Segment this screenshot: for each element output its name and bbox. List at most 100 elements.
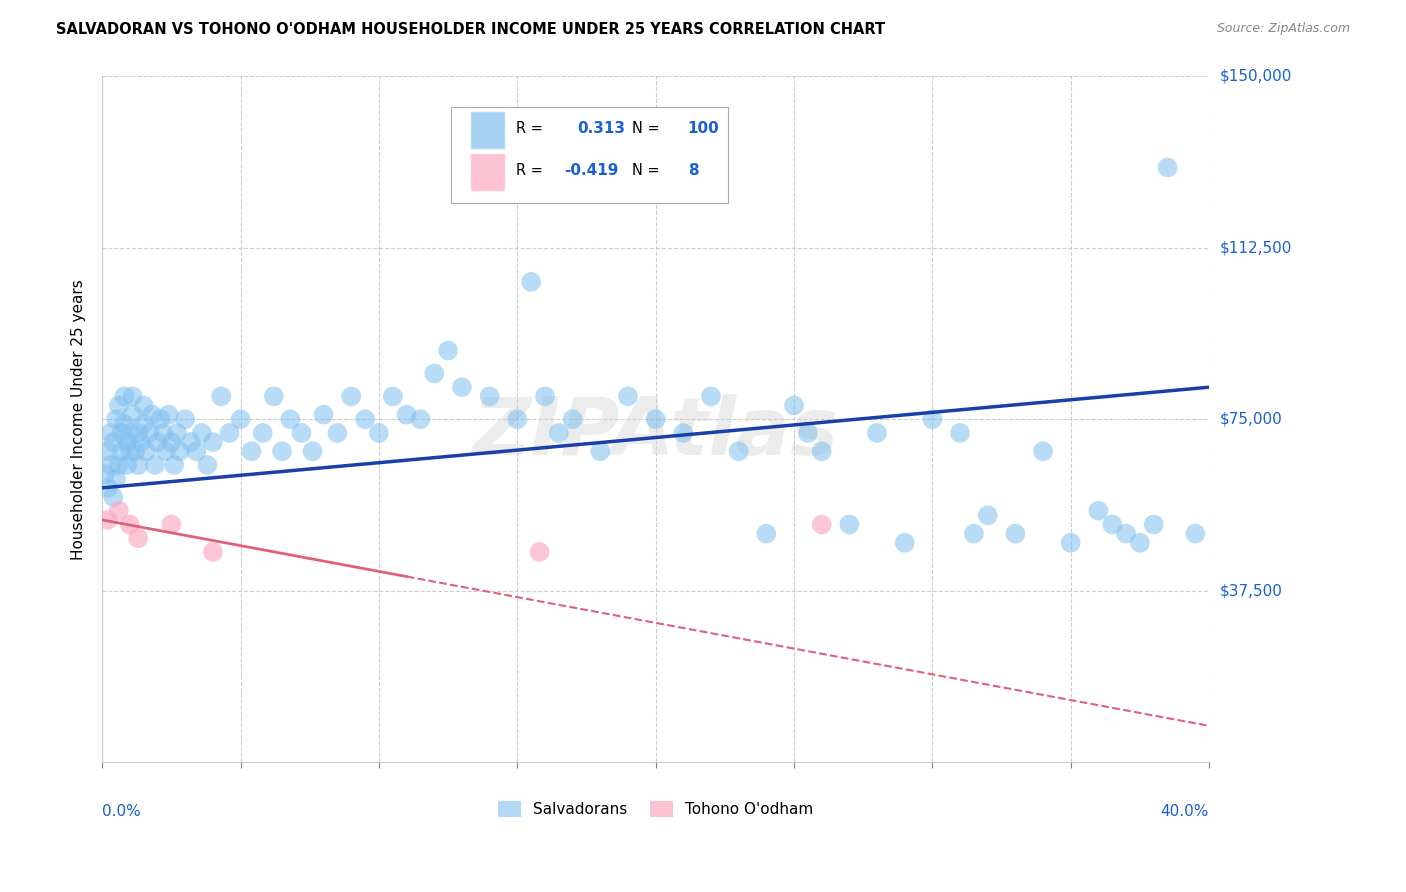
Point (1143, 517, 1166, 532)
Point (1156, 161, 1178, 175)
Point (755, 526, 778, 541)
Point (97, 444, 120, 458)
Point (340, 389, 363, 403)
Point (229, 412, 252, 426)
Point (105, 472, 128, 486)
Point (1060, 536, 1083, 550)
Point (326, 425, 349, 440)
Point (103, 490, 125, 504)
Point (94, 467, 117, 482)
Point (115, 435, 138, 450)
Point (201, 435, 224, 450)
Point (143, 458, 166, 472)
Point (103, 435, 125, 450)
Point (186, 444, 208, 458)
Point (866, 425, 889, 440)
Point (166, 425, 188, 440)
Point (163, 458, 186, 472)
Point (838, 517, 860, 532)
Point (97, 513, 120, 527)
Point (810, 517, 832, 532)
Point (160, 435, 183, 450)
Point (149, 412, 172, 426)
Point (169, 444, 191, 458)
Point (617, 389, 640, 403)
Point (218, 425, 240, 440)
Text: $150,000: $150,000 (1220, 69, 1292, 84)
Text: 40.0%: 40.0% (1161, 804, 1209, 819)
Text: $37,500: $37,500 (1220, 583, 1284, 599)
Point (1004, 526, 1026, 541)
Point (810, 444, 832, 458)
Text: N =: N = (633, 121, 665, 136)
Legend: Salvadorans, Tohono O'odham: Salvadorans, Tohono O'odham (492, 796, 820, 823)
Point (977, 508, 1000, 523)
Point (127, 458, 149, 472)
Point (797, 425, 820, 440)
FancyBboxPatch shape (470, 112, 505, 149)
Point (191, 425, 214, 440)
Point (138, 425, 160, 440)
Point (1032, 444, 1054, 458)
Point (290, 425, 312, 440)
Point (547, 425, 569, 440)
Text: R =: R = (516, 163, 548, 178)
Point (534, 389, 557, 403)
Point (1184, 526, 1206, 541)
Point (209, 389, 232, 403)
Point (240, 444, 263, 458)
Text: N =: N = (633, 163, 665, 178)
Point (121, 389, 143, 403)
Text: 0.0%: 0.0% (103, 804, 141, 819)
Point (124, 444, 146, 458)
Point (263, 389, 285, 403)
Point (921, 412, 943, 426)
Point (949, 425, 972, 440)
Point (118, 444, 141, 458)
Text: 100: 100 (688, 121, 720, 136)
Point (381, 389, 404, 403)
FancyBboxPatch shape (451, 107, 727, 203)
Point (423, 367, 446, 381)
Point (108, 504, 131, 518)
Point (271, 444, 294, 458)
Point (395, 408, 418, 422)
Point (368, 425, 391, 440)
Point (127, 425, 149, 440)
Point (112, 389, 135, 403)
Point (561, 412, 583, 426)
FancyBboxPatch shape (470, 153, 505, 191)
Point (783, 399, 806, 413)
Point (1129, 536, 1152, 550)
Y-axis label: Householder Income Under 25 years: Householder Income Under 25 years (72, 279, 86, 559)
Point (700, 389, 723, 403)
Text: SALVADORAN VS TOHONO O'ODHAM HOUSEHOLDER INCOME UNDER 25 YEARS CORRELATION CHART: SALVADORAN VS TOHONO O'ODHAM HOUSEHOLDER… (56, 22, 886, 37)
Point (118, 517, 141, 532)
Point (97, 481, 120, 495)
Point (108, 399, 131, 413)
Point (963, 526, 986, 541)
Text: Source: ZipAtlas.com: Source: ZipAtlas.com (1216, 22, 1350, 36)
Point (155, 444, 177, 458)
Point (105, 412, 128, 426)
Text: $112,500: $112,500 (1220, 240, 1292, 255)
Point (201, 545, 224, 559)
Point (1101, 517, 1123, 532)
Point (520, 275, 543, 289)
Point (180, 435, 202, 450)
Point (312, 408, 335, 422)
Text: 8: 8 (688, 163, 699, 178)
Point (506, 412, 529, 426)
Point (301, 444, 323, 458)
Point (437, 343, 460, 358)
Point (157, 408, 180, 422)
Point (127, 531, 149, 545)
Point (1087, 504, 1109, 518)
Point (478, 389, 501, 403)
Point (129, 435, 152, 450)
Point (110, 425, 132, 440)
Point (644, 412, 666, 426)
Point (409, 412, 432, 426)
Point (100, 425, 122, 440)
Point (132, 417, 155, 431)
